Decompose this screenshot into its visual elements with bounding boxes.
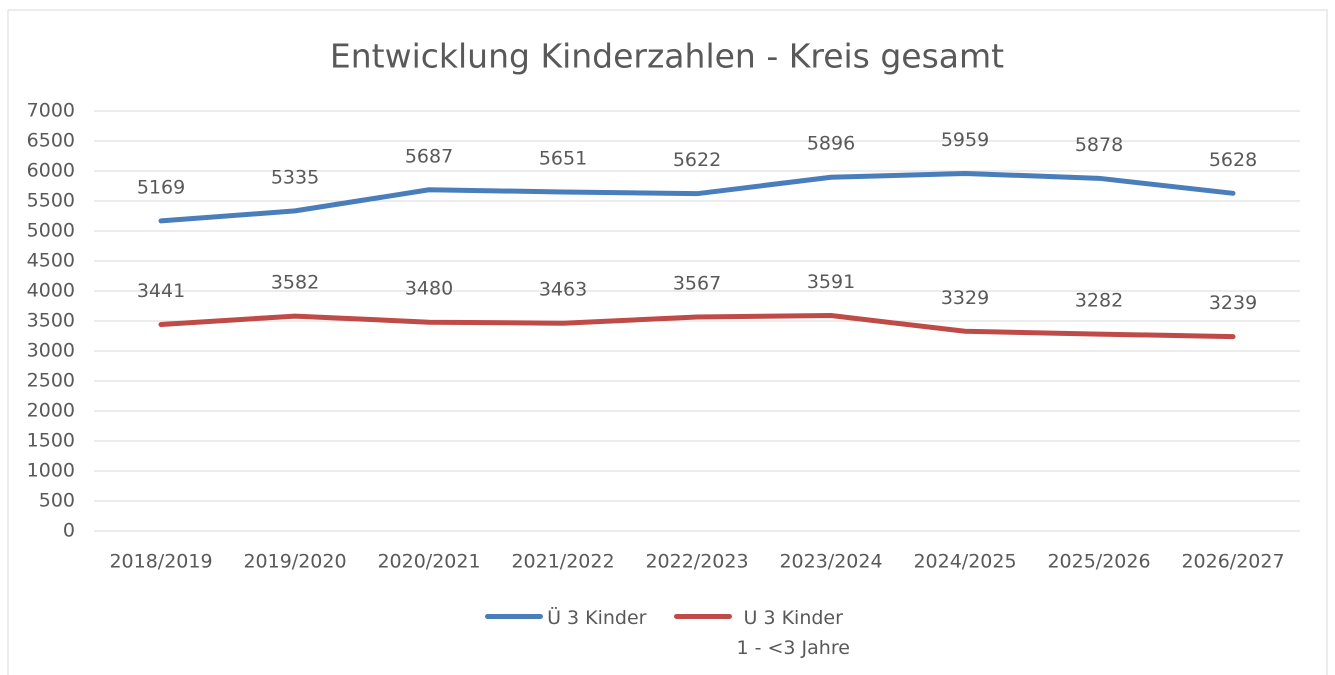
x-tick-label: 2025/2026 [1047, 551, 1150, 573]
y-tick-label: 6000 [27, 160, 75, 182]
x-tick-label: 2022/2023 [645, 551, 748, 573]
data-label: 3282 [1075, 290, 1123, 312]
data-label: 3441 [137, 280, 185, 302]
legend-item: U 3 Kinder 1 - <3 Jahre [674, 603, 850, 663]
y-tick-label: 0 [63, 520, 75, 542]
data-label: 5878 [1075, 134, 1123, 156]
data-label: 3480 [405, 278, 453, 300]
data-label: 5335 [271, 166, 319, 188]
legend-label: U 3 Kinder 1 - <3 Jahre [736, 607, 850, 659]
y-tick-label: 4500 [27, 250, 75, 272]
data-label: 5896 [807, 133, 855, 155]
x-tick-label: 2019/2020 [243, 551, 346, 573]
x-tick-label: 2021/2022 [511, 551, 614, 573]
y-tick-label: 3500 [27, 310, 75, 332]
data-label: 5622 [673, 149, 721, 171]
data-label: 5687 [405, 145, 453, 167]
legend-label: Ü 3 Kinder [547, 607, 647, 629]
y-tick-label: 2500 [27, 370, 75, 392]
data-label: 3582 [271, 272, 319, 294]
legend-swatch [674, 614, 733, 619]
data-label: 3239 [1209, 292, 1257, 314]
y-tick-label: 5500 [27, 190, 75, 212]
y-tick-label: 3000 [27, 340, 75, 362]
y-tick-label: 500 [39, 490, 75, 512]
x-tick-label: 2026/2027 [1181, 551, 1284, 573]
series-line [158, 170, 1236, 224]
data-label: 3567 [673, 272, 721, 294]
legend: Ü 3 Kinder U 3 Kinder 1 - <3 Jahre [0, 603, 1335, 663]
x-tick-label: 2018/2019 [109, 551, 212, 573]
data-label: 5651 [539, 147, 587, 169]
data-label: 3591 [807, 271, 855, 293]
y-tick-label: 1500 [27, 430, 75, 452]
chart-frame [7, 9, 1328, 675]
x-tick-label: 2020/2021 [377, 551, 480, 573]
y-tick-label: 6500 [27, 130, 75, 152]
y-tick-label: 5000 [27, 220, 75, 242]
data-label: 3329 [941, 287, 989, 309]
series-line [158, 313, 1236, 340]
y-tick-label: 1000 [27, 460, 75, 482]
legend-item: Ü 3 Kinder [485, 603, 646, 663]
legend-swatch [485, 614, 544, 619]
chart-title: Entwicklung Kinderzahlen - Kreis gesamt [330, 37, 1004, 76]
y-tick-label: 4000 [27, 280, 75, 302]
data-label: 5628 [1209, 149, 1257, 171]
data-label: 5959 [941, 129, 989, 151]
x-tick-label: 2023/2024 [779, 551, 882, 573]
data-label: 3463 [539, 279, 587, 301]
data-label: 5169 [137, 176, 185, 198]
y-tick-label: 2000 [27, 400, 75, 422]
y-tick-label: 7000 [27, 100, 75, 122]
x-tick-label: 2024/2025 [913, 551, 1016, 573]
